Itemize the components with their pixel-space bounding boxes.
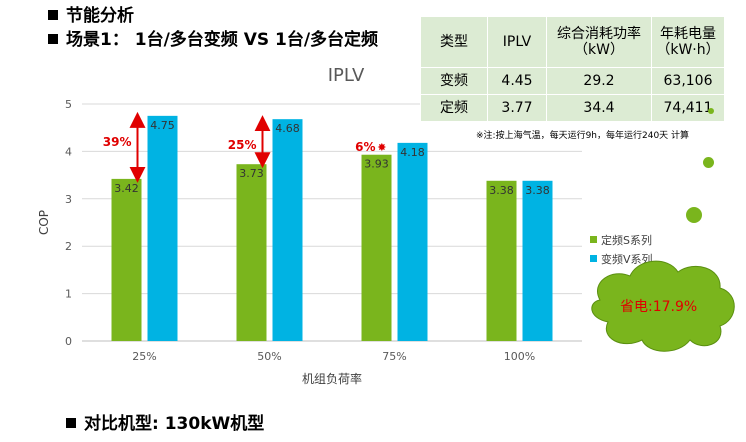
bar-fixed [361,154,392,341]
table-cell: 74,411 [651,94,725,122]
x-tick-label: 75% [382,350,406,363]
y-tick-label: 0 [65,335,72,348]
legend-label: 定频S系列 [601,233,652,247]
saving-label: 省电: [620,299,653,315]
cloud-bubble-large [686,207,702,223]
y-tick-label: 1 [65,288,72,301]
table-cell: 4.45 [487,67,547,95]
x-tick-label: 100% [504,350,535,363]
bar-data-label: 3.38 [525,184,550,197]
table-header-cell: 类型 [420,16,488,68]
bar-fixed [236,164,267,341]
x-axis-label: 机组负荷率 [302,371,362,386]
table-header-row: 类型 IPLV 综合消耗功率（kW） 年耗电量（kW·h） [420,16,725,68]
improvement-label: 39% [103,135,132,149]
heading-text: 对比机型: 130kW机型 [84,414,265,434]
improvement-label: 6% [355,140,375,154]
y-axis-label: COP [37,210,51,235]
cloud-shape [591,260,735,352]
bar-fixed [486,180,517,341]
bullet-square-icon [66,418,76,428]
chart-title: IPLV [328,65,365,86]
annotations: 39% 25% 6% ✸ [103,111,387,183]
energy-saving-callout: 省电:17.9% [620,296,697,316]
bar-variable [397,142,428,341]
x-tick-label: 50% [257,350,281,363]
table-header-cell: 年耗电量（kW·h） [651,16,725,68]
heading-model: 对比机型: 130kW机型 [66,414,264,434]
cloud-bubble-medium [703,157,714,168]
legend-label: 变频V系列 [601,252,653,266]
table-cell: 定频 [420,94,488,122]
y-tick-label: 2 [65,240,72,253]
bar-data-label: 4.18 [400,146,425,159]
y-tick-label: 5 [65,98,72,111]
table-cell: 3.77 [487,94,547,122]
heading-text: 场景1： 1台/多台变频 VS 1台/多台定频 [66,30,379,50]
table-cell: 29.2 [546,67,652,95]
bar-data-label: 4.68 [275,122,300,135]
bar-fixed [111,178,142,341]
legend-swatch [590,236,597,243]
table-row: 变频 4.45 29.2 63,106 [420,67,725,95]
improvement-label: 25% [228,138,257,152]
calculation-note: ※注:按上海气温，每天运行9h，每年运行240天 计算 [476,131,690,141]
table-cell: 34.4 [546,94,652,122]
bar-data-label: 4.75 [150,119,175,132]
y-tick-label: 3 [65,193,72,206]
bar-data-label: 3.93 [364,158,389,171]
table-cell: 63,106 [651,67,725,95]
bar-data-label: 3.42 [114,182,139,195]
heading-text: 节能分析 [66,6,134,26]
table-header-cell: IPLV [487,16,547,68]
table-cell: 变频 [420,67,488,95]
y-tick-label: 4 [65,145,72,158]
heading-scenario: 场景1： 1台/多台变频 VS 1台/多台定频 [48,30,378,50]
table-header-cell: 综合消耗功率（kW） [546,16,652,68]
saving-value: 17.9% [652,299,698,315]
bars: 3.42 4.75 3.73 4.68 3.93 4.18 3.38 3.38 [111,115,553,341]
heading-energy-analysis: 节能分析 [48,6,134,26]
legend-swatch [590,255,597,262]
bullet-square-icon [48,10,58,20]
improvement-star-icon: ✸ [377,141,386,154]
bar-data-label: 3.73 [239,167,264,180]
bar-variable [147,115,178,341]
x-tick-label: 25% [132,350,156,363]
bullet-square-icon [48,34,58,44]
bar-variable [522,180,553,341]
cloud-bubble-small [708,108,714,114]
table-row: 定频 3.77 34.4 74,411 [420,94,725,122]
bar-variable [272,119,303,341]
comparison-table: 类型 IPLV 综合消耗功率（kW） 年耗电量（kW·h） 变频 4.45 29… [420,16,725,122]
bar-data-label: 3.38 [489,184,514,197]
